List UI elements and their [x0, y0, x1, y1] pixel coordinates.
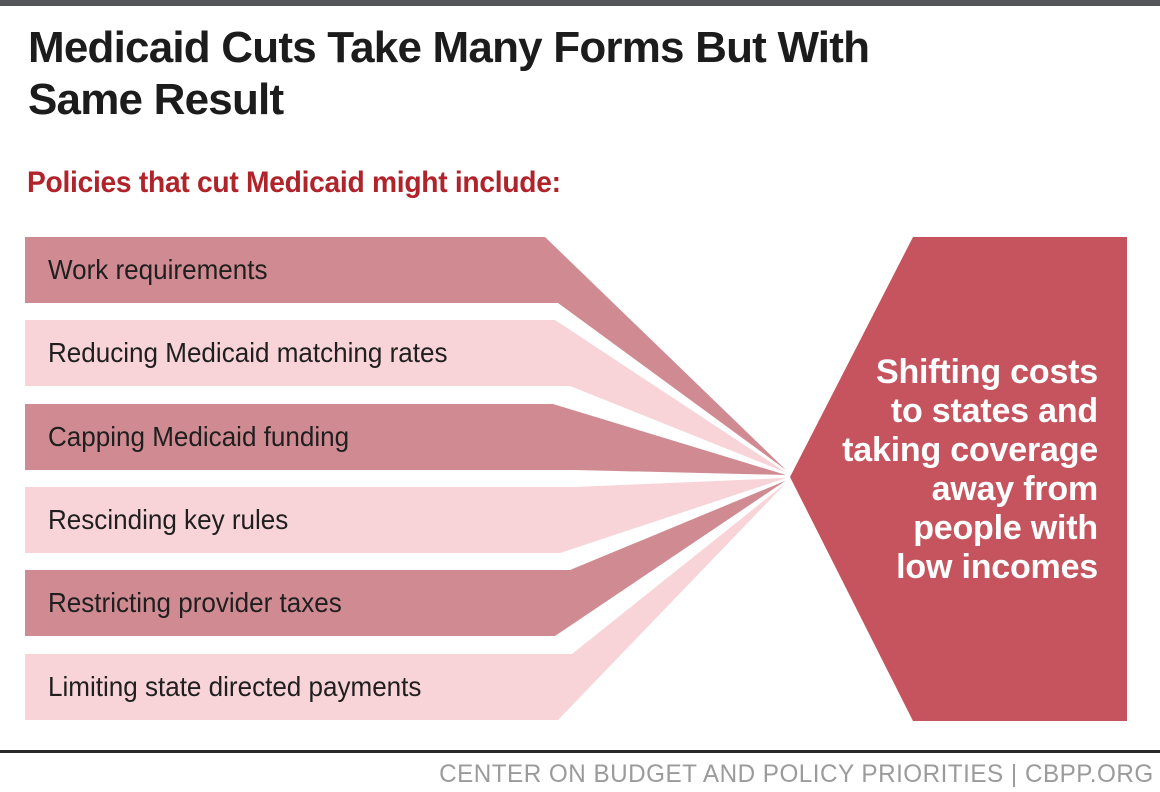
bar-label-directed-payments: Limiting state directed payments	[48, 671, 422, 702]
bar-shape-directed-payments	[25, 483, 786, 720]
result-text-line-4: away from	[931, 470, 1099, 508]
page-title-line-1: Medicaid Cuts Take Many Forms But With	[28, 23, 870, 72]
bar-shape-rescinding-rules	[25, 478, 786, 553]
bar-label-provider-taxes: Restricting provider taxes	[48, 587, 342, 618]
result-text-line-3: taking coverage	[842, 431, 1098, 469]
result-text-line-5: people with	[913, 509, 1098, 547]
footer-attribution: CENTER ON BUDGET AND POLICY PRIORITIES |…	[439, 760, 1154, 788]
result-arrow-shape	[790, 237, 1127, 721]
result-text-line-2: to states and	[890, 392, 1098, 430]
result-text: Shifting costs to states and taking cove…	[678, 353, 1098, 587]
top-accent-bar	[0, 0, 1160, 6]
bar-label-work-requirements: Work requirements	[48, 254, 268, 285]
subtitle: Policies that cut Medicaid might include…	[27, 166, 561, 199]
bar-shape-capping-funding	[25, 404, 786, 475]
bar-shape-reducing-matching-rates	[25, 320, 786, 473]
result-text-line-1: Shifting costs	[876, 353, 1098, 391]
page-title: Medicaid Cuts Take Many Forms But With S…	[28, 22, 1128, 126]
footer-rule	[0, 750, 1160, 753]
page-title-line-2: Same Result	[28, 75, 284, 124]
bar-label-reducing-matching-rates: Reducing Medicaid matching rates	[48, 337, 448, 368]
bar-label-capping-funding: Capping Medicaid funding	[48, 421, 350, 452]
bar-shape-work-requirements	[25, 237, 786, 470]
bar-label-rescinding-rules: Rescinding key rules	[48, 504, 289, 535]
bar-shape-provider-taxes	[25, 480, 786, 636]
result-text-line-6: low incomes	[896, 548, 1098, 586]
